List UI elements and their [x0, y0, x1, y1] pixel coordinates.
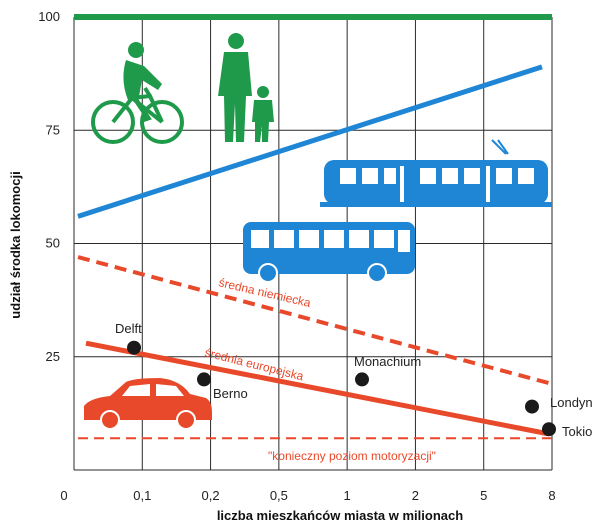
car-icon	[84, 378, 212, 430]
y-tick-label: 100	[38, 9, 60, 24]
x-tick-label: 0	[60, 488, 67, 503]
data-point-monachium	[355, 372, 369, 387]
data-point-berno	[197, 372, 211, 387]
y-tick-label: 75	[46, 122, 60, 137]
series-lines	[74, 14, 553, 440]
x-tick-label: 0,1	[133, 488, 151, 503]
series-srednia-niemiecka	[77, 255, 553, 386]
x-tick-label: 8	[548, 488, 555, 503]
x-tick-label: 5	[480, 488, 487, 503]
point-label-londyn: Londyn	[550, 395, 593, 410]
point-label-delft: Delft	[115, 321, 142, 336]
x-tick-label: 2	[412, 488, 419, 503]
x-tick-label: 1	[344, 488, 351, 503]
x-tick-label: 0,2	[202, 488, 220, 503]
data-points	[127, 340, 556, 437]
x-tick-label: 0,5	[270, 488, 288, 503]
point-label-tokio: Tokio	[562, 424, 592, 439]
icons	[84, 33, 552, 430]
x-axis-title: liczba mieszkańców miasta w milionach	[217, 508, 463, 523]
series-label-konieczny-poziom: "konieczny poziom motoryzacji"	[268, 449, 436, 463]
tram-icon	[320, 139, 552, 207]
series-srednia-europejska	[85, 340, 549, 437]
y-tick-label: 25	[46, 349, 60, 364]
data-point-tokio	[542, 422, 556, 437]
series-blue-line	[77, 64, 543, 219]
point-label-berno: Berno	[213, 386, 248, 401]
cyclist-icon	[91, 42, 184, 144]
bus-icon	[243, 222, 415, 283]
pedestrians-icon	[218, 33, 274, 142]
data-point-delft	[127, 340, 141, 355]
y-tick-label: 50	[46, 236, 60, 251]
data-point-londyn	[525, 399, 539, 414]
y-axis-title: udział środka lokomocji	[8, 171, 23, 318]
point-label-monachium: Monachium	[354, 354, 421, 369]
